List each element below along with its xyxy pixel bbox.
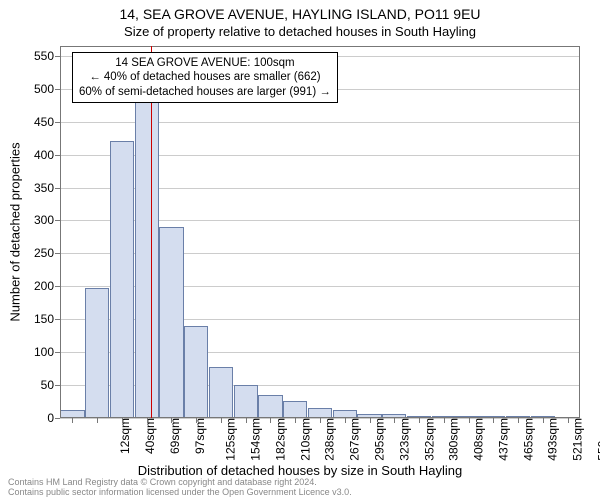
y-tick-label: 150: [34, 312, 60, 326]
x-tick-label: 550sqm: [594, 418, 600, 461]
x-tick-mark: [171, 418, 172, 423]
x-tick-mark: [122, 418, 123, 423]
x-tick-label: 210sqm: [296, 418, 312, 461]
annotation-box: 14 SEA GROVE AVENUE: 100sqm ← 40% of det…: [72, 52, 338, 103]
x-tick-mark: [345, 418, 346, 423]
y-tick-label: 100: [34, 345, 60, 359]
x-tick-label: 97sqm: [191, 418, 207, 454]
x-tick-label: 182sqm: [272, 418, 288, 461]
y-tick-label: 400: [34, 148, 60, 162]
x-tick-mark: [419, 418, 420, 423]
chart-title-address: 14, SEA GROVE AVENUE, HAYLING ISLAND, PO…: [0, 6, 600, 22]
x-tick-mark: [72, 418, 73, 423]
x-tick-label: 380sqm: [445, 418, 461, 461]
chart-container: 14, SEA GROVE AVENUE, HAYLING ISLAND, PO…: [0, 0, 600, 500]
x-tick-mark: [246, 418, 247, 423]
y-tick-label: 200: [34, 279, 60, 293]
x-tick-mark: [221, 418, 222, 423]
x-tick-label: 295sqm: [371, 418, 387, 461]
x-tick-label: 154sqm: [247, 418, 263, 461]
x-tick-label: 12sqm: [116, 418, 132, 454]
annotation-line-1: 14 SEA GROVE AVENUE: 100sqm: [79, 56, 331, 70]
x-tick-mark: [270, 418, 271, 423]
x-tick-label: 69sqm: [166, 418, 182, 454]
plot-area: 05010015020025030035040045050055012sqm40…: [60, 46, 580, 418]
x-tick-mark: [370, 418, 371, 423]
attribution-line-2: Contains public sector information licen…: [8, 488, 352, 498]
x-tick-label: 352sqm: [420, 418, 436, 461]
x-tick-mark: [444, 418, 445, 423]
y-tick-label: 0: [47, 411, 60, 425]
x-tick-label: 493sqm: [544, 418, 560, 461]
x-tick-label: 437sqm: [495, 418, 511, 461]
x-tick-label: 465sqm: [519, 418, 535, 461]
x-tick-mark: [295, 418, 296, 423]
y-tick-label: 500: [34, 82, 60, 96]
y-tick-label: 350: [34, 181, 60, 195]
x-tick-mark: [320, 418, 321, 423]
x-tick-mark: [493, 418, 494, 423]
x-tick-mark: [147, 418, 148, 423]
x-tick-mark: [518, 418, 519, 423]
annotation-line-2: ← 40% of detached houses are smaller (66…: [79, 70, 331, 84]
x-tick-label: 238sqm: [321, 418, 337, 461]
x-tick-mark: [97, 418, 98, 423]
y-tick-label: 250: [34, 246, 60, 260]
x-tick-label: 40sqm: [141, 418, 157, 454]
y-axis-label: Number of detached properties: [6, 46, 24, 418]
x-tick-label: 267sqm: [346, 418, 362, 461]
x-tick-label: 323sqm: [395, 418, 411, 461]
x-tick-label: 521sqm: [569, 418, 585, 461]
attribution-text: Contains HM Land Registry data © Crown c…: [8, 478, 352, 498]
y-tick-label: 450: [34, 115, 60, 129]
y-tick-label: 300: [34, 213, 60, 227]
chart-subtitle: Size of property relative to detached ho…: [0, 24, 600, 39]
annotation-line-3: 60% of semi-detached houses are larger (…: [79, 85, 331, 99]
x-tick-mark: [394, 418, 395, 423]
x-tick-label: 408sqm: [470, 418, 486, 461]
x-tick-mark: [568, 418, 569, 423]
x-tick-mark: [469, 418, 470, 423]
x-tick-mark: [543, 418, 544, 423]
y-tick-label: 50: [41, 378, 60, 392]
x-axis-label: Distribution of detached houses by size …: [0, 463, 600, 478]
x-tick-label: 125sqm: [222, 418, 238, 461]
x-tick-mark: [196, 418, 197, 423]
y-tick-label: 550: [34, 49, 60, 63]
